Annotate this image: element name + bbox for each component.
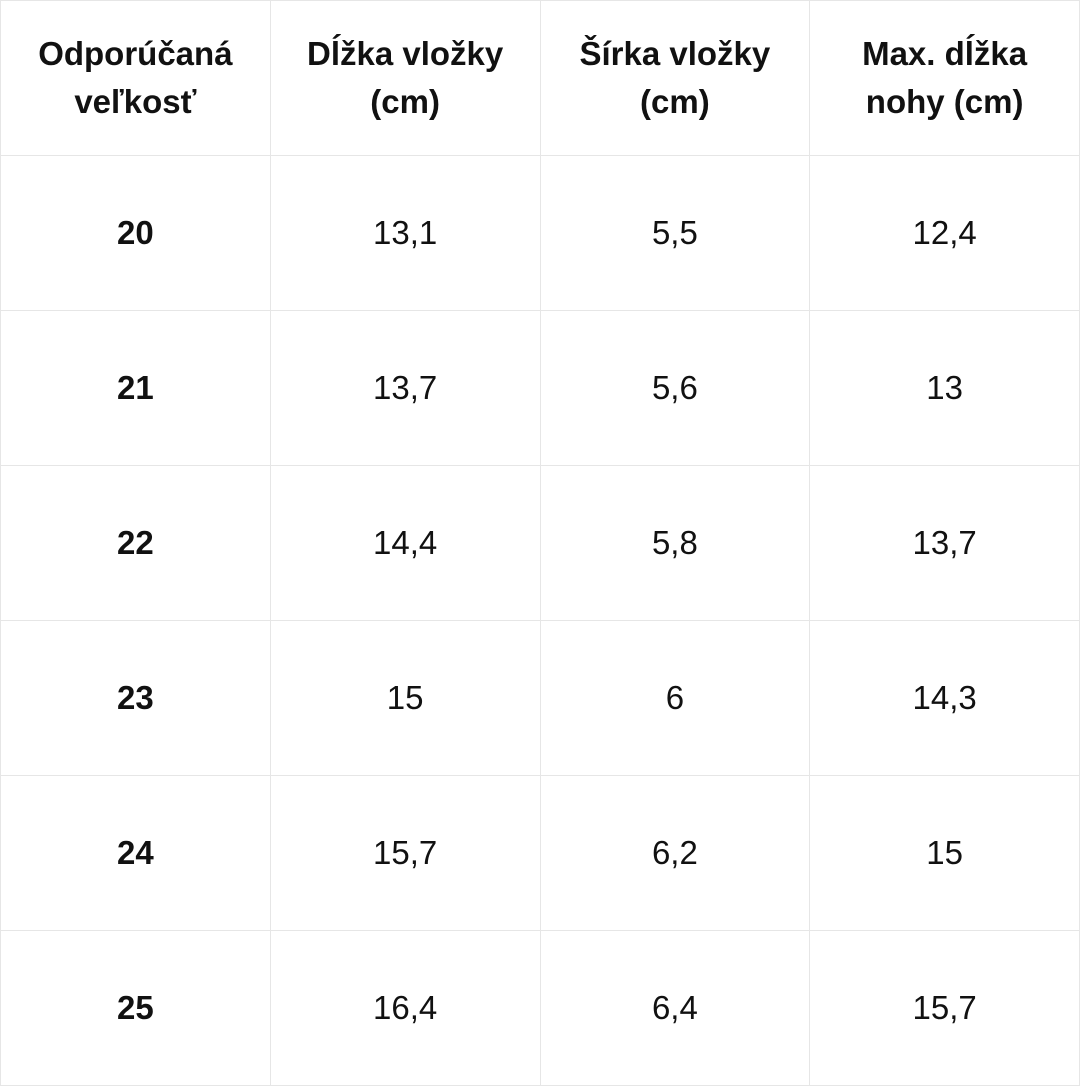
value-cell: 13,1 xyxy=(269,155,541,311)
value-cell: 6,2 xyxy=(539,775,811,931)
value-cell: 15,7 xyxy=(269,775,541,931)
value-cell: 15,7 xyxy=(809,930,1080,1086)
value-cell: 15 xyxy=(269,620,541,776)
table-row: 25 16,4 6,4 15,7 xyxy=(0,930,1080,1086)
value-cell: 5,8 xyxy=(539,465,811,621)
size-cell: 21 xyxy=(0,310,271,466)
value-cell: 13,7 xyxy=(269,310,541,466)
size-cell: 20 xyxy=(0,155,271,311)
header-row: Odporúčaná veľkosť Dĺžka vložky (cm) Šírka… xyxy=(0,0,1080,156)
table-row: 20 13,1 5,5 12,4 xyxy=(0,155,1080,311)
value-cell: 14,3 xyxy=(809,620,1080,776)
header-cell: Max. dĺžka nohy (cm) xyxy=(809,0,1080,156)
table-row: 24 15,7 6,2 15 xyxy=(0,775,1080,931)
value-cell: 13 xyxy=(809,310,1080,466)
value-cell: 12,4 xyxy=(809,155,1080,311)
header-cell: Dĺžka vložky (cm) xyxy=(269,0,541,156)
value-cell: 16,4 xyxy=(269,930,541,1086)
size-cell: 22 xyxy=(0,465,271,621)
size-cell: 23 xyxy=(0,620,271,776)
size-cell: 25 xyxy=(0,930,271,1086)
table-row: 22 14,4 5,8 13,7 xyxy=(0,465,1080,621)
table-row: 23 15 6 14,3 xyxy=(0,620,1080,776)
value-cell: 6 xyxy=(539,620,811,776)
size-cell: 24 xyxy=(0,775,271,931)
header-cell: Odporúčaná veľkosť xyxy=(0,0,271,156)
value-cell: 13,7 xyxy=(809,465,1080,621)
value-cell: 5,6 xyxy=(539,310,811,466)
value-cell: 5,5 xyxy=(539,155,811,311)
value-cell: 6,4 xyxy=(539,930,811,1086)
table-body: 20 13,1 5,5 12,4 21 13,7 5,6 13 22 14,4 5,8 13,7 23 1… xyxy=(0,155,1080,1086)
value-cell: 14,4 xyxy=(269,465,541,621)
header-cell: Šírka vložky (cm) xyxy=(539,0,811,156)
value-cell: 15 xyxy=(809,775,1080,931)
table-row: 21 13,7 5,6 13 xyxy=(0,310,1080,466)
